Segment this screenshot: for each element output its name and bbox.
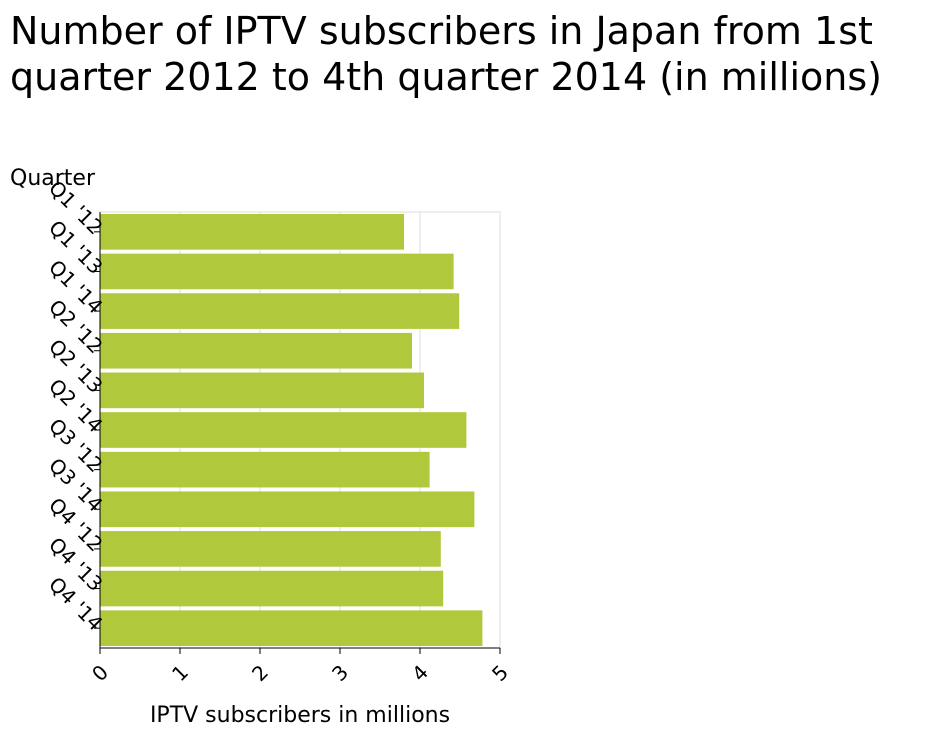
bar — [100, 332, 412, 369]
bar — [100, 491, 475, 528]
x-tick-label: 2 — [247, 660, 273, 686]
bar — [100, 412, 467, 448]
x-tick-label: 1 — [167, 660, 193, 686]
bar — [100, 531, 441, 567]
x-tick-label: 5 — [487, 660, 513, 686]
x-tick-label: 0 — [87, 660, 113, 686]
chart-title: Number of IPTV subscribers in Japan from… — [10, 9, 882, 99]
bar — [100, 372, 424, 409]
bar — [100, 293, 460, 329]
x-tick-label: 3 — [327, 660, 353, 686]
x-axis-label: IPTV subscribers in millions — [150, 703, 450, 728]
x-tick-label: 4 — [407, 660, 433, 686]
bar — [100, 610, 483, 646]
bar — [100, 451, 430, 488]
bars — [100, 214, 483, 646]
bar — [100, 570, 444, 607]
bar — [100, 253, 454, 290]
y-axis-label: Quarter — [10, 166, 96, 191]
bar — [100, 214, 404, 250]
x-tick-labels: 0 1 2 3 4 5 — [87, 648, 513, 686]
